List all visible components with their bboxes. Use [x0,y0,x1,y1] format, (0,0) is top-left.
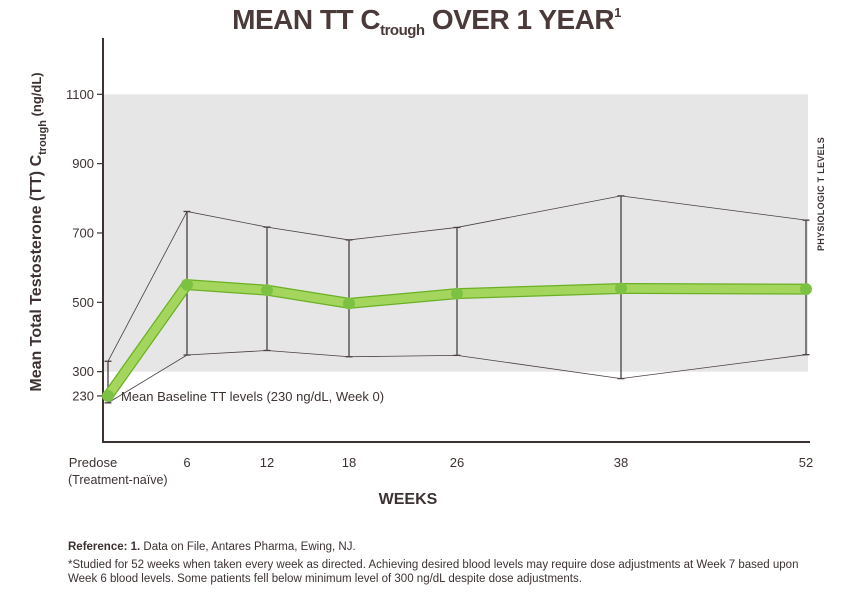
y-tick-label: 700 [72,225,94,240]
baseline-annotation: Mean Baseline TT levels (230 ng/dL, Week… [121,389,384,404]
x-tick-label: 6 [183,455,190,470]
x-tick-label: 38 [614,455,628,470]
x-tick-label: 12 [260,455,274,470]
y-axis-label-main: Mean Total Testosterone (TT) C [28,154,45,391]
y-tick-label: 1100 [66,87,94,102]
x-axis-label: WEEKS [379,491,438,508]
x-tick-label: 26 [450,455,464,470]
reference-label: Reference: 1. [68,541,141,553]
title-subscript: trough [380,22,425,39]
x-tick-label: Predose [69,455,117,470]
reference-text: Data on File, Antares Pharma, Ewing, NJ. [140,541,356,553]
x-tick-label: 52 [799,455,813,470]
data-point [343,297,355,310]
x-tick-sublabel: (Treatment-naïve) [68,473,168,487]
references: Reference: 1. Data on File, Antares Phar… [68,540,828,590]
y-axis-label: Mean Total Testosterone (TT) Ctrough (ng… [28,72,49,391]
title-main: MEAN TT C [232,4,381,35]
data-point [102,389,114,402]
y-axis-label-subscript: trough [37,120,49,155]
chart-title: MEAN TT Ctrough OVER 1 YEAR1 [0,4,853,39]
data-point [451,287,463,300]
data-point [181,278,193,291]
y-tick-label: 300 [72,364,94,379]
x-tick-label: 18 [342,455,356,470]
y-axis-label-unit: (ng/dL) [29,72,44,120]
reference-line: Reference: 1. Data on File, Antares Phar… [68,540,828,554]
data-point [261,284,273,297]
title-superscript: 1 [614,5,621,20]
y-tick-label: 500 [72,295,94,310]
y-tick-label: 900 [72,156,94,171]
data-point [615,282,627,295]
title-rest: OVER 1 YEAR [424,4,615,35]
physiologic-band [103,94,808,372]
footnote: *Studied for 52 weeks when taken every w… [68,559,799,585]
physiologic-band-label: PHYSIOLOGIC T LEVELS [816,137,826,251]
data-point [800,283,812,296]
y-tick-label: 230 [72,388,94,403]
